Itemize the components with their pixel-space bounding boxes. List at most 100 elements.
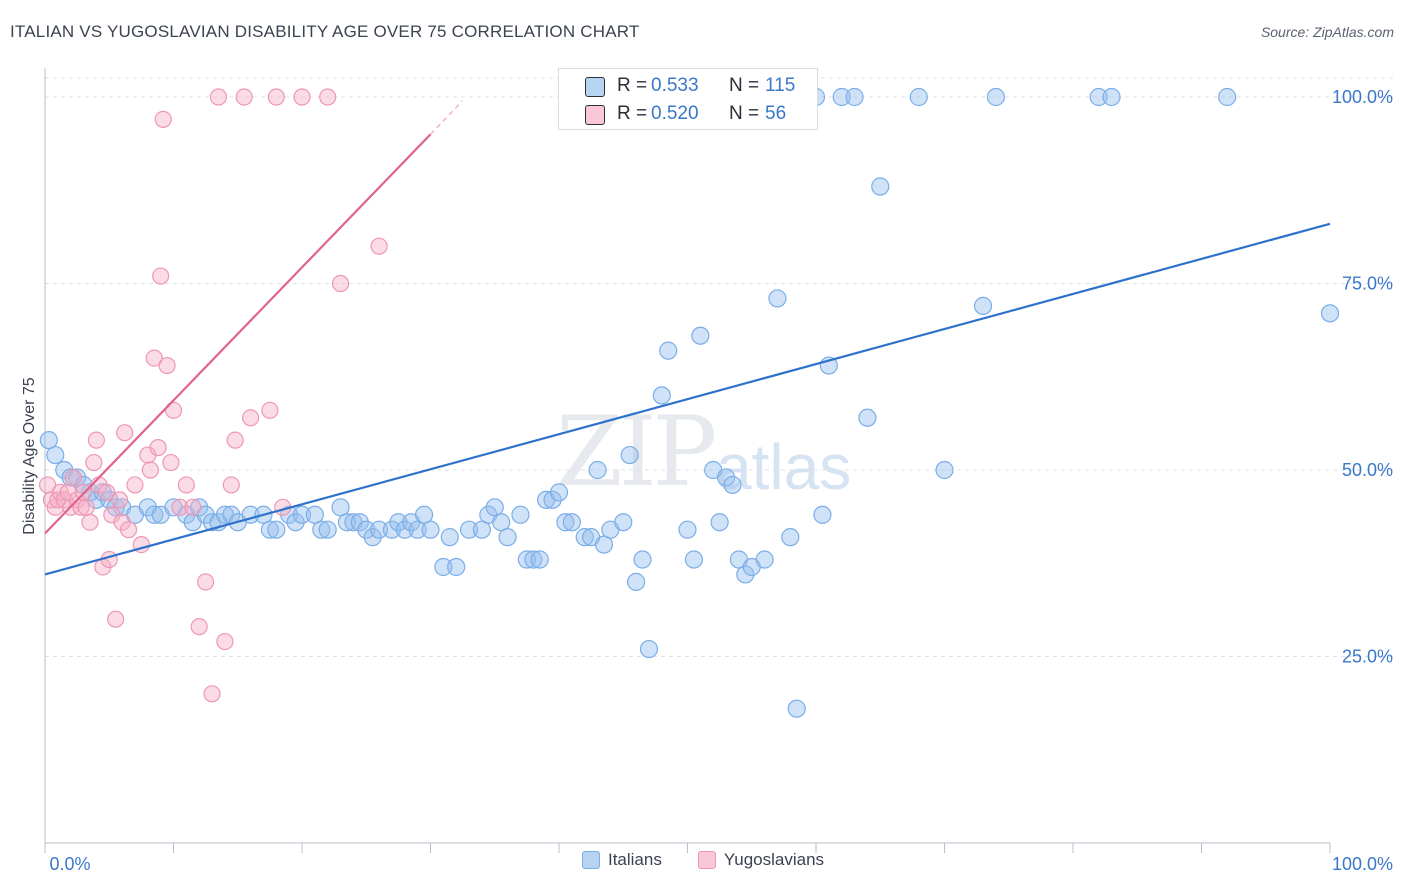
yugoslavians-point — [226, 431, 244, 449]
r-value: 0.533 — [651, 75, 699, 96]
italians-point — [1320, 304, 1340, 323]
italians-point — [434, 557, 453, 577]
italians-point — [832, 87, 851, 107]
italians-point — [973, 296, 993, 315]
italians-point — [530, 550, 549, 569]
italians-point — [511, 505, 530, 524]
yugoslavians-point — [116, 424, 134, 442]
legend-item-yugoslavians[interactable]: Yugoslavians — [697, 850, 824, 870]
italians-point — [710, 513, 729, 532]
italians-point — [787, 699, 806, 718]
italians-point — [626, 572, 646, 592]
watermark-zip: ZIP — [556, 396, 717, 508]
yugoslavians-point — [370, 237, 388, 255]
italians-point — [845, 87, 864, 107]
italians-point — [588, 460, 607, 480]
n-value: 115 — [765, 75, 796, 96]
italians-point — [736, 565, 755, 584]
italians-point — [659, 341, 678, 360]
italians-point — [768, 289, 787, 308]
italians-point — [267, 520, 286, 539]
yugoslavians-trend-extension — [429, 100, 464, 135]
italians-point — [350, 513, 369, 532]
italians-point — [909, 87, 928, 107]
italians-point — [363, 528, 382, 547]
italians-point — [337, 513, 357, 532]
italians-point — [1218, 87, 1237, 107]
n-label: N = — [729, 75, 760, 96]
italians-point — [620, 445, 639, 465]
yugoslavians-point — [119, 521, 138, 539]
italians-point — [678, 520, 697, 539]
stats-row-yugoslavians: R = 0.520 N = 56 — [559, 99, 819, 129]
italians-point — [781, 528, 800, 547]
italians-point — [549, 483, 569, 502]
italians-point — [723, 475, 742, 495]
italians-swatch — [585, 77, 605, 97]
yugoslavians-point — [190, 618, 208, 636]
italians-point — [292, 505, 312, 524]
yugoslavians-point — [152, 267, 170, 285]
italians-point — [691, 326, 710, 345]
yugoslavians-point — [162, 453, 180, 472]
yugoslavians-point — [154, 110, 172, 128]
italians-point — [639, 639, 659, 659]
yugoslavians-point — [261, 401, 279, 419]
yugoslavians-point — [158, 356, 176, 375]
yugoslavians-point — [107, 610, 125, 628]
yugoslavians-point — [235, 88, 253, 106]
italians-point — [190, 498, 209, 517]
yugoslavians-point — [197, 573, 215, 591]
yugoslavians-point — [171, 498, 189, 516]
n-value: 56 — [765, 103, 787, 124]
italians-point — [633, 550, 652, 569]
italians-point — [459, 520, 479, 539]
italians-point — [370, 520, 389, 539]
italians-point — [440, 528, 459, 547]
yugoslavians-point — [331, 274, 350, 293]
chart-title: ITALIAN VS YUGOSLAVIAN DISABILITY AGE OV… — [10, 22, 640, 41]
italians-point — [1102, 87, 1121, 107]
r-label: R = — [617, 75, 648, 96]
italians-point — [260, 520, 279, 539]
y-axis-label: Disability Age Over 75 — [21, 377, 38, 535]
yugoslavians-point — [141, 461, 159, 479]
italians-point — [382, 520, 402, 539]
italians-trend-line — [44, 222, 1331, 576]
legend-item-italians[interactable]: Italians — [581, 850, 662, 870]
italians-point — [755, 550, 774, 569]
bottom-legend: Italians Yugoslavians — [0, 850, 1406, 870]
yugoslavians-point — [216, 632, 234, 651]
yugoslavians-swatch — [585, 105, 605, 125]
italians-point — [652, 386, 671, 405]
yugoslavians-point — [77, 498, 95, 516]
italians-point — [716, 468, 736, 487]
legend-label-italians: Italians — [607, 850, 662, 869]
yugoslavians-point — [222, 476, 240, 494]
italians-point — [858, 408, 877, 427]
italians-point — [145, 505, 164, 524]
italians-point — [447, 557, 466, 577]
italians-point — [556, 513, 575, 532]
italians-point — [614, 513, 633, 532]
n-label: N = — [729, 103, 760, 124]
r-label: R = — [617, 103, 648, 124]
yugoslavians-point — [64, 468, 82, 487]
italians-point — [813, 505, 832, 524]
yugoslavians-trend-line — [44, 133, 432, 535]
stats-row-italians: R = 0.533 N = 115 — [559, 71, 819, 101]
yugoslavians-point — [242, 409, 260, 427]
italians-point — [986, 87, 1006, 107]
y-tick-label: 50.0% — [1342, 460, 1393, 480]
yugoslavians-point — [209, 88, 228, 106]
yugoslavians-point — [126, 476, 144, 494]
italians-point — [68, 468, 87, 487]
italians-point — [543, 490, 562, 509]
yugoslavians-legend-swatch — [697, 851, 716, 869]
y-tick-label: 25.0% — [1342, 647, 1393, 667]
y-tick-label: 100.0% — [1332, 87, 1393, 107]
yugoslavians-point — [110, 491, 129, 509]
yugoslavians-point — [267, 88, 285, 106]
yugoslavians-point — [177, 476, 195, 494]
